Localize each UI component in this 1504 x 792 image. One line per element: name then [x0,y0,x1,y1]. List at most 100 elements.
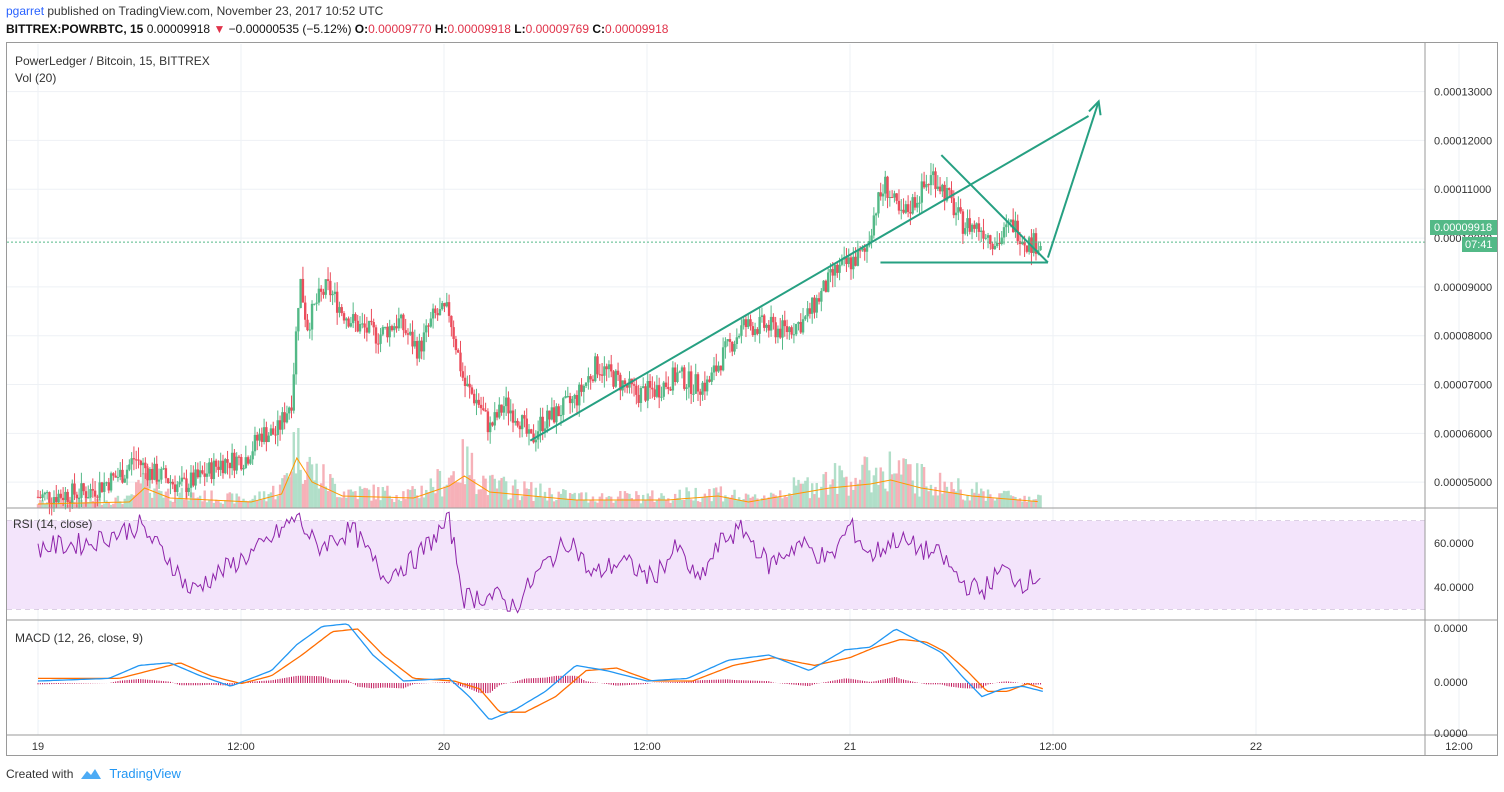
volume-bar [507,499,510,508]
volume-bar [612,502,615,508]
candle-body [950,190,953,199]
volume-bar [740,500,743,508]
candle-body [425,325,428,333]
volume-bar [916,463,919,508]
volume-bar [461,439,464,508]
candle-body [173,484,177,492]
candle-body [566,396,570,398]
candle-body [406,333,410,335]
x-tick-label: 22 [1250,741,1262,753]
candle-body [795,324,798,335]
volume-bar [454,481,458,508]
candle-body [41,494,44,498]
volume-bar [285,473,289,508]
candle-body [390,326,394,331]
candle-body [402,314,405,331]
candle-body [317,288,321,303]
candle-body [689,371,693,394]
x-tick-label: 12:00 [1039,741,1067,753]
candle-body [763,315,766,328]
vol-legend[interactable]: Vol (20) [15,71,56,85]
candle-body [639,387,643,403]
rsi-legend[interactable]: RSI (14, close) [13,517,92,531]
candle-body [991,244,994,250]
drawing-annotations[interactable] [529,99,1102,442]
volume-bar [1000,493,1003,508]
macd-legend[interactable]: MACD (12, 26, close, 9) [15,631,143,645]
volume-bar [751,496,755,508]
volume-bar [664,499,668,508]
candle-body [495,412,499,418]
volume-bar [653,502,656,508]
main-legend[interactable]: PowerLedger / Bitcoin, 15, BITTREX [15,54,210,68]
indicator-lines [7,241,1425,720]
candle-body [452,327,455,339]
volume-bar [559,493,563,508]
y-tick-label: 0.00012000 [1434,135,1492,147]
volume-bar [744,493,748,508]
candle-body [87,497,90,499]
candle-body [779,328,782,338]
volume-bar [705,496,709,508]
candle-body [904,204,908,213]
volume-bar [249,500,252,508]
candle-body [591,379,595,382]
volume-bar [614,500,617,508]
candle-body [397,318,401,329]
volume-bar [961,499,965,508]
volume-bar [237,496,241,508]
candle-body [781,320,784,338]
candle-body [856,250,860,266]
volume-bar [607,495,611,508]
volume-bar [178,492,181,508]
candle-body [187,487,190,493]
candle-body [833,264,837,276]
candle-body [301,278,305,303]
candle-body [838,264,841,273]
candle-body [831,269,834,276]
author-link[interactable]: pgarret [6,4,45,18]
volume-bar [1005,491,1008,508]
candle-body [822,280,825,291]
candle-body [45,492,49,494]
volume-bar [715,487,718,508]
candle-body [180,477,184,482]
candle-body [71,483,74,504]
candle-body [897,200,901,211]
chart-canvas[interactable]: 0.000130000.000120000.000110000.00010000… [0,0,1504,760]
volume-bar [91,500,95,508]
volume-bar [655,499,659,508]
volume-bar [347,489,350,508]
tradingview-link[interactable]: TradingView [109,766,181,781]
candle-body [233,452,236,471]
candle-body [208,462,211,474]
candle-body [968,218,971,232]
volume-bar [532,501,535,508]
volume-bar [173,502,177,508]
volume-bar [217,500,220,508]
macd-tick-label: 0.0000 [1434,728,1468,740]
candle-body [785,326,789,333]
volume-bar [765,498,768,508]
candle-body [678,371,681,373]
candle-body [966,218,969,229]
candle-body [48,492,51,503]
volume-bar [747,494,750,508]
open-value: 0.00009770 [368,22,432,36]
candle-body [283,412,286,423]
change-value: −0.00000535 (−5.12%) [228,22,352,36]
candle-body [272,428,275,435]
volume-bar [594,501,597,508]
candle-body [379,334,382,344]
tradingview-logo-icon[interactable] [79,767,103,781]
volume-bar [795,485,798,508]
candle-body [874,213,878,216]
candle-body [817,298,821,302]
candle-body [995,242,999,246]
candle-body [162,468,165,470]
volume-bar [240,500,243,508]
candle-body [434,308,437,313]
volume-bar [557,491,560,508]
rsi-tick-label: 40.0000 [1434,582,1474,594]
volume-bar [164,491,168,508]
